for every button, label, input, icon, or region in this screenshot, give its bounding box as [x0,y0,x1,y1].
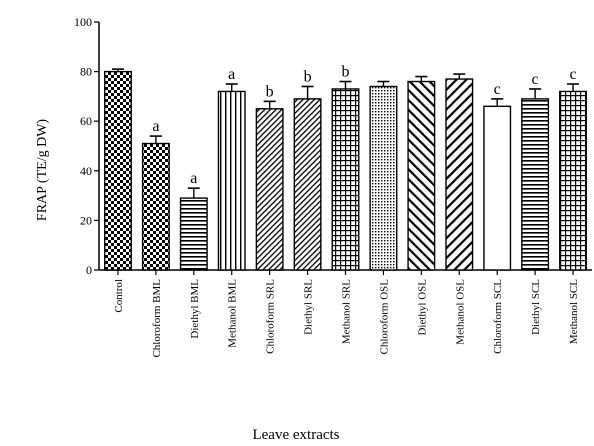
significance-label: b [304,68,312,85]
bar [179,197,208,271]
y-tick-label: 80 [80,65,92,79]
significance-label: b [266,83,274,100]
plot-area: 0 20 40 60 80 100 Control Chloroform BML a Diethy… [74,15,592,358]
x-tick-label: Methanol BML [227,279,239,348]
significance-label: a [190,170,197,187]
y-tick-label: 40 [80,164,92,178]
bar [559,90,588,271]
x-tick-label: Diethyl BML [189,279,201,339]
bar [331,88,360,271]
y-axis-label: FRAP (TE/g DW) [35,119,50,221]
x-tick-label: Chloroform BML [151,279,163,358]
x-tick-label: Methanol SRL [341,279,353,344]
bar [103,70,132,271]
x-tick-label: Diethyl OSL [416,279,428,336]
significance-label: c [494,81,501,98]
x-tick-label: Methanol OSL [454,279,466,345]
bar [483,105,512,271]
significance-label: a [228,66,235,83]
x-tick-label: Chloroform OSL [378,279,390,355]
x-tick-label: Diethyl SRL [303,279,315,335]
bar [255,108,284,271]
y-tick-label: 60 [80,114,92,128]
bar [369,85,398,271]
x-tick-label: Methanol SCL [568,279,580,344]
bar [407,80,436,271]
bar [217,90,246,271]
significance-label: b [342,64,350,81]
x-tick-label: Diethyl SCL [530,279,542,335]
significance-label: c [532,71,539,88]
x-axis-label: Leave extracts [252,427,339,443]
significance-label: a [152,118,159,135]
y-tick-label: 0 [86,263,92,277]
bar [521,98,550,271]
bar [141,142,170,271]
bar [445,78,474,271]
y-tick-label: 20 [80,213,92,227]
y-tick-label: 100 [74,15,92,29]
x-tick-label: Chloroform SCL [492,279,504,354]
significance-label: c [569,66,576,83]
x-tick-label: Control [113,279,125,313]
x-tick-label: Chloroform SRL [265,279,277,354]
bar [293,98,322,271]
